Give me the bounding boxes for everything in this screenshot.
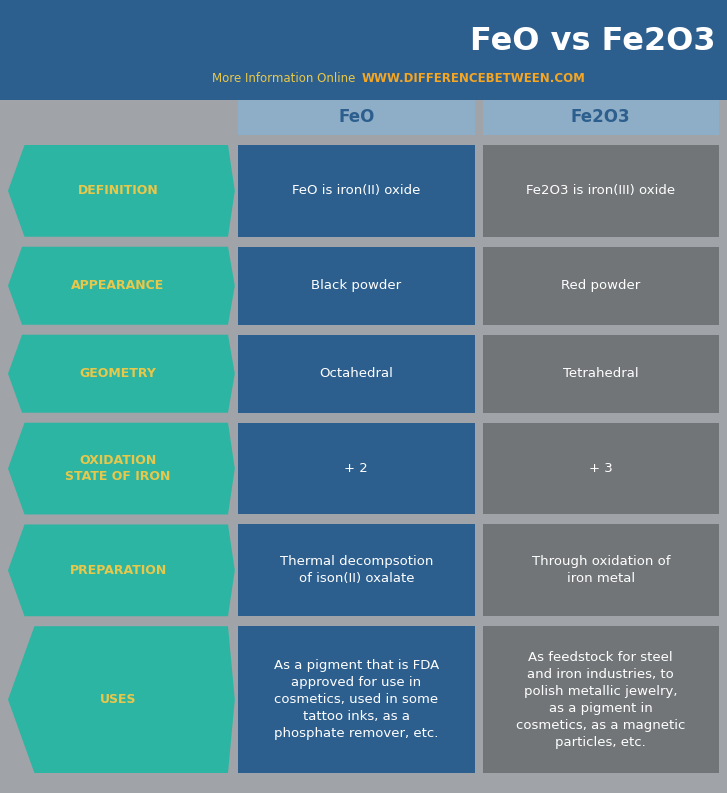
Polygon shape [483, 247, 719, 324]
Text: DEFINITION: DEFINITION [78, 185, 158, 197]
Text: OXIDATION
STATE OF IRON: OXIDATION STATE OF IRON [65, 454, 171, 483]
Text: Through oxidation of
iron metal: Through oxidation of iron metal [531, 555, 670, 585]
Polygon shape [238, 335, 475, 412]
Polygon shape [238, 145, 475, 237]
Text: Octahedral: Octahedral [319, 367, 393, 380]
Text: Fe2O3 is iron(III) oxide: Fe2O3 is iron(III) oxide [526, 185, 675, 197]
Polygon shape [483, 335, 719, 412]
Text: FeO vs Fe2O3: FeO vs Fe2O3 [470, 26, 715, 58]
Text: More Information Online: More Information Online [212, 71, 355, 85]
Polygon shape [483, 100, 719, 135]
Text: Tetrahedral: Tetrahedral [563, 367, 638, 380]
Text: APPEARANCE: APPEARANCE [71, 279, 164, 293]
Polygon shape [483, 626, 719, 773]
Text: FeO: FeO [338, 109, 374, 127]
Polygon shape [238, 524, 475, 616]
Text: + 3: + 3 [589, 462, 613, 475]
Text: WWW.DIFFERENCEBETWEEN.COM: WWW.DIFFERENCEBETWEEN.COM [362, 71, 586, 85]
Polygon shape [238, 247, 475, 324]
Text: FeO is iron(II) oxide: FeO is iron(II) oxide [292, 185, 420, 197]
Text: Fe2O3: Fe2O3 [571, 109, 630, 127]
Text: As feedstock for steel
and iron industries, to
polish metallic jewelry,
as a pig: As feedstock for steel and iron industri… [516, 650, 686, 749]
Text: PREPARATION: PREPARATION [69, 564, 166, 577]
Polygon shape [483, 524, 719, 616]
Text: GEOMETRY: GEOMETRY [79, 367, 156, 380]
Polygon shape [483, 145, 719, 237]
Polygon shape [8, 247, 235, 324]
Polygon shape [238, 100, 475, 135]
Polygon shape [8, 626, 235, 773]
Polygon shape [483, 423, 719, 515]
Text: Red powder: Red powder [561, 279, 640, 293]
Polygon shape [0, 0, 727, 100]
Text: As a pigment that is FDA
approved for use in
cosmetics, used in some
tattoo inks: As a pigment that is FDA approved for us… [273, 659, 439, 740]
Polygon shape [8, 524, 235, 616]
Text: Thermal decompsotion
of ison(II) oxalate: Thermal decompsotion of ison(II) oxalate [280, 555, 433, 585]
Polygon shape [8, 335, 235, 412]
Text: Black powder: Black powder [311, 279, 401, 293]
Text: + 2: + 2 [345, 462, 368, 475]
Polygon shape [8, 145, 235, 237]
Polygon shape [8, 423, 235, 515]
Polygon shape [238, 626, 475, 773]
Text: USES: USES [100, 693, 136, 706]
Polygon shape [238, 423, 475, 515]
